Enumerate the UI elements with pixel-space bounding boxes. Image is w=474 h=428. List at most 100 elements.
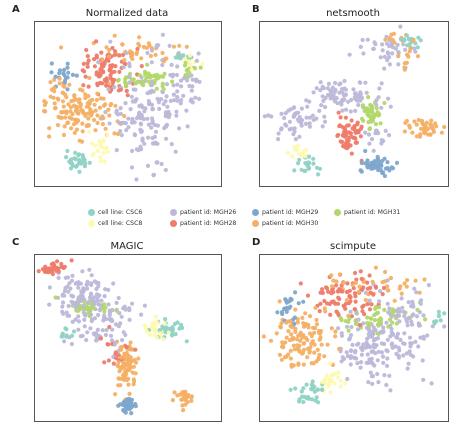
data-point [295,143,300,148]
data-point [104,327,109,333]
data-point [51,264,56,270]
data-point [151,172,157,177]
data-point [81,286,86,291]
data-point [170,325,175,330]
data-point [332,372,337,377]
data-point [122,377,127,382]
data-point [402,37,407,42]
data-point [343,318,348,324]
data-point [149,60,154,65]
data-point [346,328,351,333]
data-point [411,304,416,309]
data-point [359,169,364,174]
data-point [88,301,93,306]
data-point [70,319,75,324]
data-point [366,95,371,100]
data-point [69,278,75,283]
data-point [182,393,187,398]
data-point [376,305,382,310]
data-point [338,384,343,389]
legend-item: cell line: CSC8 [88,219,142,229]
data-point [429,118,434,123]
data-point [189,67,194,72]
data-point [390,331,395,336]
data-point [408,41,413,46]
data-point [179,397,184,402]
data-point [159,161,164,167]
data-point [347,52,352,57]
data-point [161,59,167,64]
legend-item: patient id: MGH31 [334,208,400,218]
data-point [153,329,158,334]
data-point [127,80,132,85]
data-point [153,129,159,134]
data-point [143,326,149,331]
data-point [68,105,73,110]
data-point [298,281,303,286]
data-point [134,147,139,152]
data-point [388,275,394,281]
data-point [95,113,100,118]
data-point [344,107,349,112]
data-point [343,381,348,386]
data-point [373,265,378,270]
data-point [126,125,131,130]
data-point [382,341,387,347]
data-point [123,101,128,106]
data-point [377,299,382,304]
data-point [283,340,288,345]
data-point [145,91,150,96]
data-point [100,328,105,333]
data-point [295,346,300,351]
data-point [172,98,177,103]
data-point [355,120,360,125]
data-point [162,321,167,326]
data-point [436,309,441,314]
data-point [365,302,370,307]
data-point [179,98,184,103]
data-point [301,149,306,154]
data-point [179,84,184,89]
data-point [85,286,90,291]
data-point [69,341,74,347]
data-point [381,170,386,175]
data-point [111,361,116,366]
data-point [178,392,183,397]
data-point [312,342,317,347]
data-point [150,107,155,112]
data-point [180,325,185,330]
data-point [345,376,350,382]
data-point [387,373,392,378]
data-point [92,57,97,62]
data-point [339,87,345,92]
data-point [326,384,331,389]
data-point [414,314,420,319]
data-point [279,310,285,315]
data-point [119,133,124,138]
data-point [401,353,406,358]
data-point [374,106,379,111]
data-point [107,113,112,118]
data-point [388,388,393,393]
data-point [62,288,67,294]
data-point [346,99,351,104]
data-point [102,309,107,314]
data-point [100,69,106,74]
data-point [192,66,198,71]
data-point [300,315,305,320]
data-point [389,32,394,37]
data-point [318,80,323,85]
data-point [146,122,151,127]
data-point [364,340,369,345]
data-point [282,115,287,121]
data-point [371,292,376,297]
data-point [385,160,390,165]
data-point [95,148,100,154]
data-point [358,44,363,49]
data-point [320,124,325,129]
data-point [386,133,392,138]
data-point [345,281,350,286]
data-point [103,316,108,322]
data-point [378,121,383,126]
data-point [303,161,308,166]
